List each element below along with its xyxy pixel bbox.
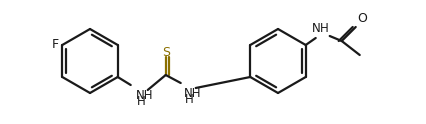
Text: H: H [320, 22, 328, 35]
Text: NH: NH [184, 87, 201, 100]
Text: H: H [137, 95, 145, 108]
Text: N: N [312, 22, 320, 35]
Text: NH: NH [136, 89, 153, 102]
Text: F: F [52, 37, 59, 50]
Text: O: O [358, 12, 368, 25]
Text: H: H [185, 93, 193, 106]
Text: S: S [162, 46, 170, 59]
